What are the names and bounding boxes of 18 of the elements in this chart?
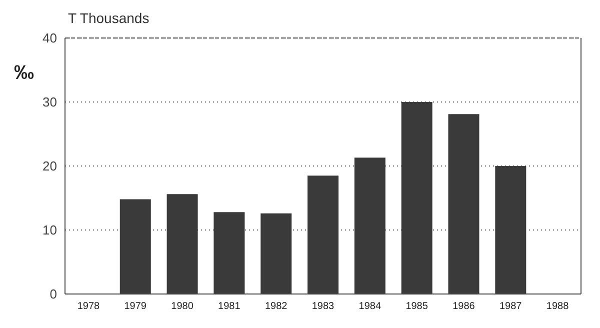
y-axis-title: ‰ (14, 62, 34, 85)
x-tick-label: 1983 (312, 301, 335, 312)
y-tick-label: 20 (42, 158, 57, 174)
x-tick-label: 1979 (124, 301, 147, 312)
x-tick-label: 1985 (406, 301, 428, 312)
x-tick-label: 1988 (546, 301, 570, 312)
y-tick-label: 30 (42, 94, 57, 110)
x-tick-label: 1980 (171, 301, 194, 312)
y-tick-label: 0 (50, 286, 57, 302)
x-tick-label: 1981 (218, 301, 241, 312)
chart-title: T Thousands (68, 10, 150, 26)
x-tick-label: 1982 (264, 301, 288, 312)
x-tick-label: 1984 (358, 301, 382, 312)
y-tick-label: 40 (42, 30, 57, 46)
x-tick-label: 1986 (452, 301, 476, 312)
y-tick-label: 10 (42, 222, 57, 238)
x-tick-label: 1987 (500, 301, 522, 312)
x-tick-label: 1978 (77, 301, 100, 312)
